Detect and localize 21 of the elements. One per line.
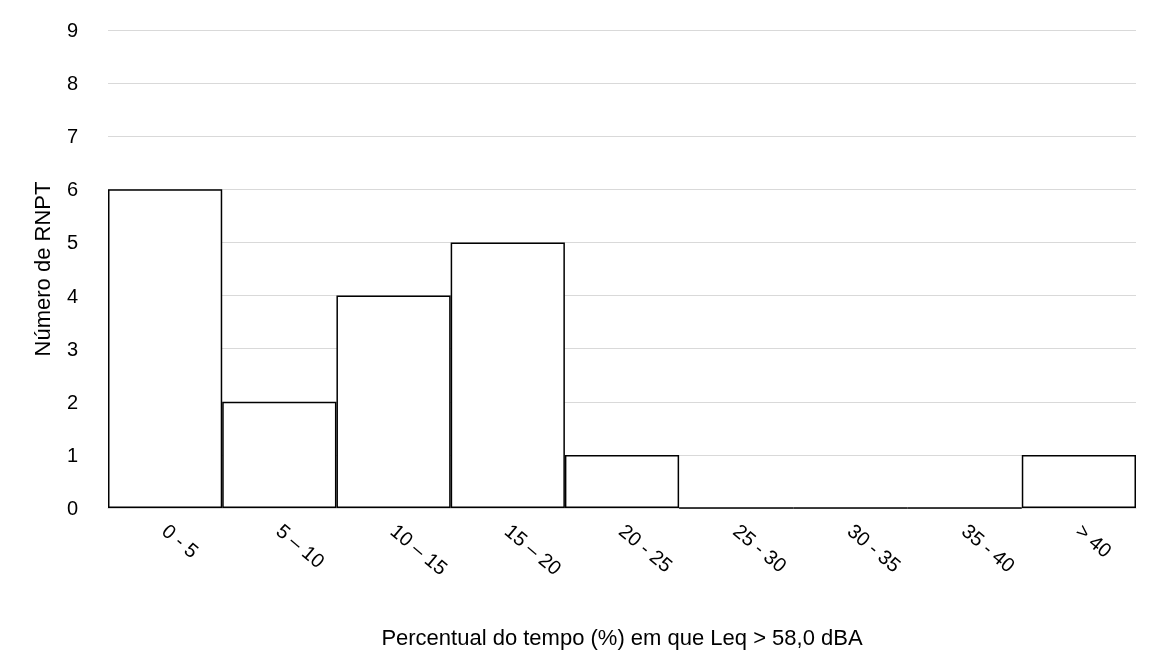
x-tick-label: 0 - 5 [158, 519, 203, 563]
y-axis-title: Número de RNPT [29, 181, 55, 357]
x-tick-label: 5 – 10 [272, 519, 329, 573]
y-tick-label: 8 [66, 72, 78, 95]
x-axis-title: Percentual do tempo (%) em que Leq > 58,0 dBA [381, 624, 863, 650]
x-tick-label: 25 - 30 [729, 519, 791, 577]
y-tick-label: 0 [66, 497, 78, 519]
x-tick-label: 20 - 25 [614, 519, 677, 577]
y-tick-label: 7 [66, 125, 78, 148]
y-tick-label: 1 [66, 443, 78, 466]
x-tick-label: > 40 [1071, 519, 1117, 562]
y-tick-label: 2 [66, 390, 78, 413]
y-tick-label: 6 [66, 178, 78, 201]
y-tick-label: 4 [66, 284, 78, 307]
y-tick-label: 3 [66, 337, 78, 360]
y-tick-label: 9 [66, 19, 78, 41]
x-tick-label: 30 - 35 [843, 519, 906, 577]
x-tick-label: 15 – 20 [500, 519, 566, 580]
y-tick-label: 5 [66, 231, 78, 254]
x-tick-label: 35 - 40 [957, 519, 1020, 577]
x-tick-label: 10 – 15 [386, 519, 452, 580]
